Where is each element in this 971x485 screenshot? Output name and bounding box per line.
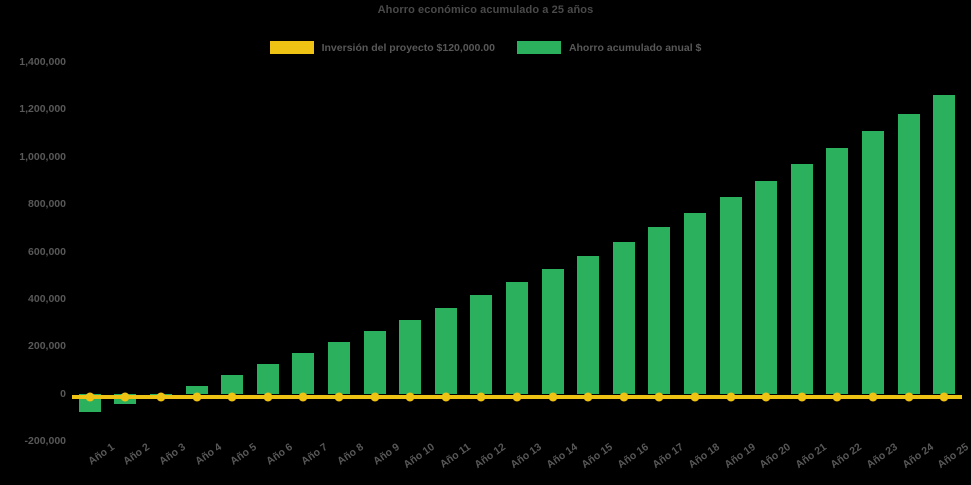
investment-marker[interactable] <box>85 392 95 402</box>
legend-swatch-inversion <box>269 41 314 54</box>
y-tick-label: 1,400,000 <box>19 56 66 68</box>
x-tick-label: Año 11 <box>437 441 473 471</box>
x-tick-label: Año 3 <box>157 441 188 468</box>
bar[interactable] <box>648 226 671 394</box>
bar[interactable] <box>434 307 457 394</box>
legend-swatch-ahorro <box>516 41 561 54</box>
bar[interactable] <box>683 213 707 394</box>
bar[interactable] <box>292 352 315 394</box>
investment-marker[interactable] <box>263 392 273 402</box>
y-tick-label: 200,000 <box>28 340 66 353</box>
investment-marker[interactable] <box>441 392 451 402</box>
legend-label-ahorro: Ahorro acumulado anual $ <box>568 41 702 54</box>
x-axis: Año 1 Año 2 Año 3 Año 4 Año 5 Año 6 Año 7 Año 8… <box>72 441 971 485</box>
investment-marker[interactable] <box>476 392 486 402</box>
y-tick-label: 600,000 <box>28 245 66 258</box>
investment-marker[interactable] <box>868 392 878 402</box>
investment-marker[interactable] <box>761 392 771 402</box>
x-tick-label: Año 21 <box>793 441 829 471</box>
plot-area <box>72 62 962 441</box>
bar[interactable] <box>719 197 742 394</box>
bar[interactable] <box>505 282 529 394</box>
x-tick-label: Año 14 <box>543 441 580 471</box>
bar[interactable] <box>327 341 351 394</box>
bar[interactable] <box>612 242 635 394</box>
y-tick-label: 1,000,000 <box>19 150 66 163</box>
investment-marker[interactable] <box>726 392 736 402</box>
investment-marker[interactable] <box>654 392 664 402</box>
legend-item-inversion[interactable]: Inversión del proyecto $120,000.00 <box>269 41 495 54</box>
investment-marker[interactable] <box>548 392 558 402</box>
investment-marker[interactable] <box>512 392 522 402</box>
x-tick-label: Año 8 <box>335 441 366 468</box>
bar[interactable] <box>755 180 778 394</box>
x-tick-label: Año 17 <box>650 441 687 471</box>
x-tick-label: Año 24 <box>899 441 936 471</box>
bar[interactable] <box>221 375 244 394</box>
bar[interactable] <box>185 386 208 394</box>
bar[interactable] <box>577 256 600 394</box>
bar[interactable] <box>897 113 920 394</box>
x-tick-label: Año 18 <box>686 441 722 471</box>
investment-marker[interactable] <box>690 392 700 402</box>
x-tick-label: Año 25 <box>935 441 971 471</box>
investment-marker[interactable] <box>797 392 807 402</box>
y-tick-label: 400,000 <box>28 292 66 305</box>
x-tick-label: Año 16 <box>615 441 651 471</box>
investment-marker[interactable] <box>334 392 344 402</box>
x-tick-label: Año 9 <box>370 441 402 468</box>
legend-item-ahorro[interactable]: Ahorro acumulado anual $ <box>516 41 702 54</box>
investment-marker[interactable] <box>939 392 949 402</box>
x-tick-label: Año 19 <box>721 441 758 471</box>
x-tick-label: Año 1 <box>85 441 117 468</box>
x-tick-label: Año 5 <box>228 441 260 468</box>
bar[interactable] <box>399 319 422 394</box>
bar[interactable] <box>470 295 493 394</box>
investment-marker[interactable] <box>904 392 914 402</box>
x-tick-label: Año 20 <box>757 441 794 471</box>
y-axis: 1,400,000 1,200,000 1,000,000 800,000 600,00… <box>0 56 66 447</box>
bar[interactable] <box>256 364 279 394</box>
investment-marker[interactable] <box>120 392 130 402</box>
x-tick-label: Año 10 <box>401 441 438 471</box>
y-tick-label: 800,000 <box>28 198 66 211</box>
x-tick-label: Año 15 <box>579 441 616 471</box>
investment-marker[interactable] <box>619 392 629 402</box>
investment-marker[interactable] <box>583 392 593 402</box>
x-tick-label: Año 2 <box>121 441 153 468</box>
x-tick-label: Año 23 <box>864 441 900 471</box>
x-tick-label: Año 7 <box>299 441 331 468</box>
investment-marker[interactable] <box>832 392 842 402</box>
bar[interactable] <box>826 147 849 394</box>
x-tick-label: Año 22 <box>828 441 865 471</box>
x-tick-label: Año 6 <box>263 441 295 468</box>
investment-marker[interactable] <box>405 392 415 402</box>
y-tick-label: 1,200,000 <box>19 103 66 116</box>
legend-label-inversion: Inversión del proyecto $120,000.00 <box>321 41 495 54</box>
y-tick-label: -200,000 <box>24 435 66 447</box>
chart-title: Ahorro económico acumulado a 25 años <box>377 4 594 16</box>
bar[interactable] <box>363 330 386 394</box>
bar[interactable] <box>790 164 813 394</box>
bar[interactable] <box>933 95 956 394</box>
investment-marker[interactable] <box>298 392 308 402</box>
investment-marker[interactable] <box>370 392 380 402</box>
bar[interactable] <box>541 269 564 394</box>
y-tick-label: 0 <box>60 387 66 400</box>
x-tick-label: Año 4 <box>192 441 224 468</box>
investment-marker[interactable] <box>156 392 166 402</box>
chart-legend: Inversión del proyecto $120,000.00 Ahorr… <box>0 41 971 54</box>
x-tick-label: Año 13 <box>508 441 544 471</box>
bar[interactable] <box>861 131 885 394</box>
investment-marker[interactable] <box>227 392 237 402</box>
investment-marker[interactable] <box>192 392 202 402</box>
x-tick-label: Año 12 <box>472 441 509 471</box>
